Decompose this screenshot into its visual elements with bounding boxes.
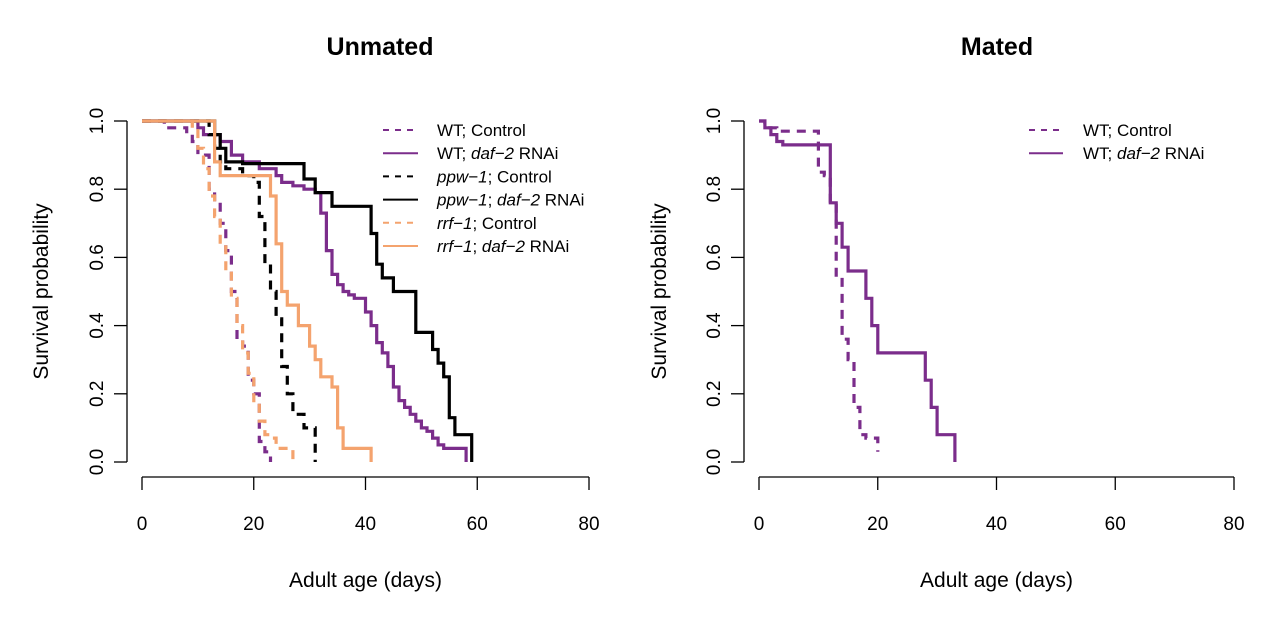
survival-curve-5: [142, 119, 295, 462]
chart-panel-2: Mated 0 20 40 60 80 Adult age (days) 0.0 0.2 0.4 0…: [648, 33, 1245, 592]
x-tick-label: 80: [1223, 514, 1244, 535]
y-tick-label: 0.0: [87, 449, 108, 475]
y-axis-label: Survival probability: [30, 203, 53, 380]
y-tick-label: 0.8: [87, 176, 108, 202]
x-tick-label: 0: [137, 514, 148, 535]
y-tick-label: 0.4: [704, 312, 725, 339]
y-tick-label: 0.2: [704, 381, 725, 407]
x-tick-label: 40: [355, 514, 376, 535]
legend-text-italic: daf−2: [471, 144, 515, 163]
legend-text-part: RNAi: [540, 191, 584, 210]
legend-text-part: ;: [472, 237, 481, 256]
legend-text-italic: daf−2: [1117, 144, 1161, 163]
legend-label-4: ppw−1; daf−2 RNAi: [436, 191, 584, 210]
legend-text-part: RNAi: [525, 237, 569, 256]
x-tick-label: 20: [243, 514, 264, 535]
survival-curve-2: [759, 119, 957, 462]
legend-text-part: WT; Control: [1083, 121, 1172, 140]
y-tick-label: 1.0: [704, 108, 725, 134]
legend: WT; Control WT; daf−2 RNAi: [1029, 121, 1204, 163]
chart-panel-1: Unmated 0 20 40 60 80 Adult age (days) 0.0 0.2 0.…: [30, 33, 600, 592]
legend-text-italic: ppw−1: [436, 191, 488, 210]
legend-text-italic: daf−2: [482, 237, 526, 256]
y-tick-label: 0.0: [704, 449, 725, 475]
x-axis-label: Adult age (days): [920, 569, 1073, 592]
legend-text-italic: rrf−1: [437, 214, 472, 233]
x-tick-label: 20: [867, 514, 888, 535]
legend-label-2: WT; daf−2 RNAi: [1083, 144, 1204, 163]
y-axis-label: Survival probability: [648, 203, 671, 380]
legend-label-5: rrf−1; Control: [437, 214, 537, 233]
legend-label-6: rrf−1; daf−2 RNAi: [437, 237, 569, 256]
x-tick-label: 60: [1105, 514, 1126, 535]
legend-text-part: RNAi: [514, 144, 558, 163]
x-axis-label: Adult age (days): [289, 569, 442, 592]
legend-text-part: WT;: [437, 144, 471, 163]
y-tick-label: 1.0: [87, 108, 108, 134]
legend-label-2: WT; daf−2 RNAi: [437, 144, 558, 163]
legend-text-italic: ppw−1: [436, 167, 488, 186]
legend-text-part: ;: [488, 191, 497, 210]
legend-label-1: WT; Control: [437, 121, 526, 140]
legend-label-1: WT; Control: [1083, 121, 1172, 140]
legend-text-italic: rrf−1: [437, 237, 472, 256]
legend-text-part: RNAi: [1160, 144, 1204, 163]
y-tick-label: 0.8: [704, 176, 725, 202]
survival-curve-4: [142, 119, 474, 462]
x-tick-label: 60: [467, 514, 488, 535]
legend-text-part: WT; Control: [437, 121, 526, 140]
survival-curve-1: [759, 119, 880, 452]
legend-text-part: WT;: [1083, 144, 1117, 163]
chart-title: Mated: [961, 33, 1033, 61]
survival-curve-3: [142, 119, 317, 462]
y-tick-label: 0.6: [87, 244, 108, 270]
chart-title: Unmated: [327, 33, 434, 61]
legend-text-part: ; Control: [472, 214, 536, 233]
x-tick-label: 40: [986, 514, 1007, 535]
legend-text-part: ; Control: [488, 167, 552, 186]
survival-curve-1: [142, 119, 273, 462]
y-tick-label: 0.2: [87, 381, 108, 407]
x-tick-label: 0: [754, 514, 765, 535]
survival-curve-6: [142, 119, 373, 462]
y-tick-label: 0.4: [87, 312, 108, 339]
x-tick-label: 80: [578, 514, 599, 535]
legend-label-3: ppw−1; Control: [436, 167, 552, 186]
y-tick-label: 0.6: [704, 244, 725, 270]
legend-text-italic: daf−2: [497, 191, 541, 210]
